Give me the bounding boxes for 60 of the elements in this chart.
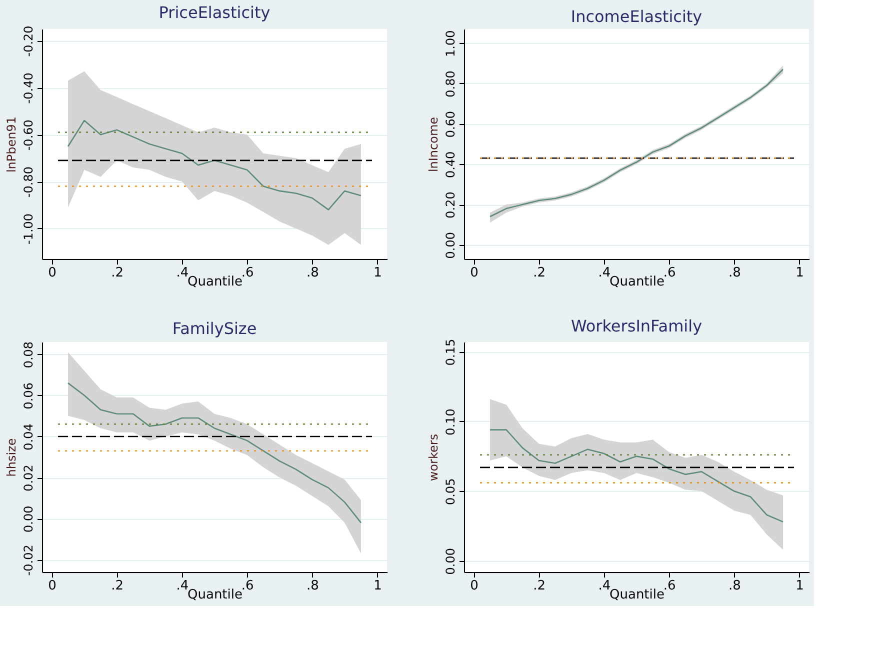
x-tick-label: .2	[111, 266, 124, 280]
x-axis-title: Quantile	[188, 588, 242, 602]
x-tick-label: .4	[598, 266, 611, 280]
x-tick-label: .8	[728, 266, 741, 280]
x-tick-label: 0	[470, 266, 478, 280]
y-tick-label: 0.40	[444, 151, 458, 178]
x-tick-label: .6	[663, 266, 676, 280]
y-tick-label: 0.08	[22, 341, 36, 368]
y-axis-title: lnPben91	[4, 116, 18, 173]
y-tick-label: 0.05	[444, 478, 458, 506]
y-tick-label: -0.02	[22, 544, 36, 576]
x-tick-label: 0	[48, 266, 56, 280]
x-tick-label: .8	[306, 578, 319, 594]
chart-title: WorkersInFamily	[570, 316, 702, 336]
y-tick-label: 0.60	[444, 110, 458, 138]
line-series	[67, 382, 362, 524]
line-series	[67, 120, 362, 210]
x-tick-label: 0	[48, 578, 56, 594]
y-tick-label: 0.04	[22, 424, 36, 450]
x-tick-label: .4	[176, 266, 189, 280]
y-tick-label: -1.00	[22, 213, 36, 245]
y-tick-label: 1.00	[444, 30, 458, 57]
y-tick-label: -0.20	[22, 26, 36, 57]
y-axis-title: workers	[426, 434, 440, 482]
x-tick-label: .2	[533, 578, 546, 594]
x-axis-title: Quantile	[610, 588, 664, 602]
y-tick-label: 0.06	[22, 382, 36, 410]
x-tick-label: 0	[470, 578, 478, 594]
x-tick-label: .8	[728, 578, 741, 594]
x-tick-label: 1	[374, 578, 382, 594]
x-tick-label: 1	[796, 266, 804, 280]
y-tick-label: 0.10	[444, 408, 458, 436]
y-tick-label: 0.20	[444, 192, 458, 218]
y-tick-label: 0.02	[22, 464, 36, 492]
y-tick-label: -0.40	[22, 72, 36, 104]
chart-title: FamilySize	[172, 318, 257, 338]
y-tick-label: 0.80	[444, 70, 458, 98]
chart-title: IncomeElasticity	[570, 7, 702, 26]
x-tick-label: .4	[598, 578, 611, 594]
y-tick-label: 0.00	[444, 548, 458, 575]
y-tick-label: -0.80	[22, 166, 36, 198]
x-tick-label: .8	[306, 266, 319, 280]
y-tick-label: -0.60	[22, 120, 36, 151]
x-axis-title: Quantile	[188, 274, 242, 290]
x-tick-label: .2	[111, 578, 124, 594]
chart-title: PriceElasticity	[158, 3, 270, 22]
y-tick-label: 0.00	[22, 506, 36, 532]
x-tick-label: .2	[533, 266, 546, 280]
x-axis-title: Quantile	[610, 274, 664, 290]
y-axis-title: hhsize	[4, 438, 18, 477]
x-tick-label: 1	[374, 266, 382, 280]
y-tick-label: 0.15	[444, 338, 458, 366]
x-tick-label: 1	[796, 578, 804, 594]
x-tick-label: .6	[241, 266, 254, 280]
y-axis-title: lnIncome	[426, 116, 440, 172]
x-tick-label: .4	[176, 578, 189, 594]
x-tick-label: .6	[663, 578, 676, 594]
line-series	[489, 429, 784, 522]
y-tick-label: 0.00	[444, 232, 458, 259]
x-tick-label: .6	[241, 578, 254, 594]
